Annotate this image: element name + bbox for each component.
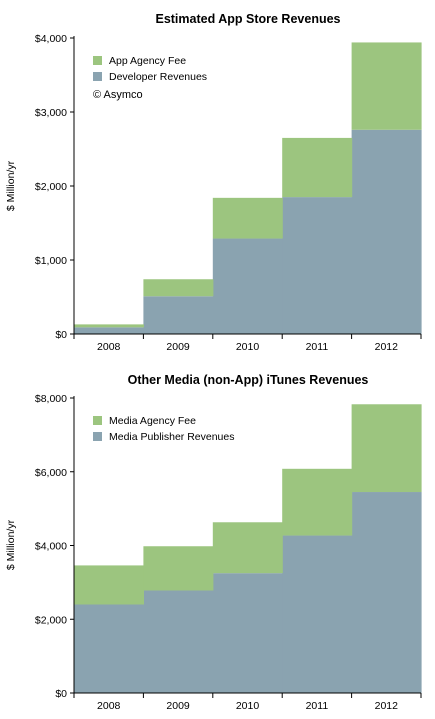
y-tick-label: $1,000: [35, 255, 67, 267]
x-tick-label: 2008: [97, 700, 121, 712]
chart-app-store: Estimated App Store Revenues $ Million/y…: [5, 12, 422, 353]
area-step-2010: [212, 522, 283, 574]
chart-other-media: Other Media (non-App) iTunes Revenues $ …: [5, 373, 422, 712]
area-step-2009: [143, 279, 214, 297]
y-tick-label: $6,000: [35, 467, 67, 479]
x-tick-label: 2011: [306, 700, 329, 712]
area-step-2009: [143, 546, 214, 591]
legend: App Agency Fee Developer Revenues © Asym…: [93, 55, 207, 101]
series-media-publisher-revenues: [74, 492, 422, 693]
y-axis-label: $ Million/yr: [5, 519, 17, 570]
area-step-2008: [74, 327, 144, 334]
x-tick-label: 2012: [375, 700, 399, 712]
series-media-agency-fee: [74, 404, 422, 605]
legend-swatch-app-agency-fee: [93, 56, 102, 65]
area-step-2009: [143, 590, 214, 693]
area-step-2011: [282, 535, 353, 693]
legend-label-developer-revenues: Developer Revenues: [109, 71, 207, 83]
y-tick-label: $4,000: [35, 541, 67, 553]
area-step-2011: [282, 137, 353, 198]
y-tick-label: $2,000: [35, 614, 67, 626]
x-tick-label: 2012: [375, 341, 399, 353]
series-app-agency-fee: [74, 42, 422, 328]
legend-swatch-media-publisher-revenues: [93, 432, 102, 441]
x-tick-label: 2008: [97, 341, 121, 353]
area-step-2010: [212, 573, 283, 693]
y-tick-label: $4,000: [35, 33, 67, 45]
area-step-2012: [351, 129, 422, 334]
area-step-2008: [74, 324, 144, 328]
area-step-2008: [74, 565, 144, 605]
chart-title: Other Media (non-App) iTunes Revenues: [128, 373, 369, 387]
legend-swatch-media-agency-fee: [93, 416, 102, 425]
y-tick-label: $8,000: [35, 393, 67, 405]
area-step-2010: [212, 238, 283, 334]
y-tick-label: $2,000: [35, 181, 67, 193]
legend-label-app-agency-fee: App Agency Fee: [109, 55, 186, 67]
area-step-2012: [351, 492, 422, 693]
area-step-2011: [282, 468, 353, 536]
legend-label-media-agency-fee: Media Agency Fee: [109, 415, 196, 427]
legend: Media Agency Fee Media Publisher Revenue…: [93, 415, 235, 443]
legend-swatch-developer-revenues: [93, 72, 102, 81]
y-axis-label: $ Million/yr: [5, 160, 17, 211]
legend-label-media-publisher-revenues: Media Publisher Revenues: [109, 431, 235, 443]
area-step-2012: [351, 42, 422, 130]
x-tick-label: 2011: [306, 341, 329, 353]
area-step-2009: [143, 296, 214, 334]
copyright-notice: © Asymco: [93, 89, 143, 101]
x-tick-label: 2010: [236, 341, 260, 353]
y-tick-label: $0: [55, 329, 67, 341]
y-tick-label: $0: [55, 688, 67, 700]
area-step-2012: [351, 404, 422, 493]
area-step-2008: [74, 604, 144, 693]
series-developer-revenues: [74, 129, 422, 334]
x-tick-label: 2010: [236, 700, 260, 712]
area-step-2010: [212, 197, 283, 239]
chart-title: Estimated App Store Revenues: [155, 12, 340, 26]
x-tick-label: 2009: [166, 341, 190, 353]
y-tick-label: $3,000: [35, 107, 67, 119]
area-step-2011: [282, 197, 353, 334]
x-tick-label: 2009: [166, 700, 190, 712]
